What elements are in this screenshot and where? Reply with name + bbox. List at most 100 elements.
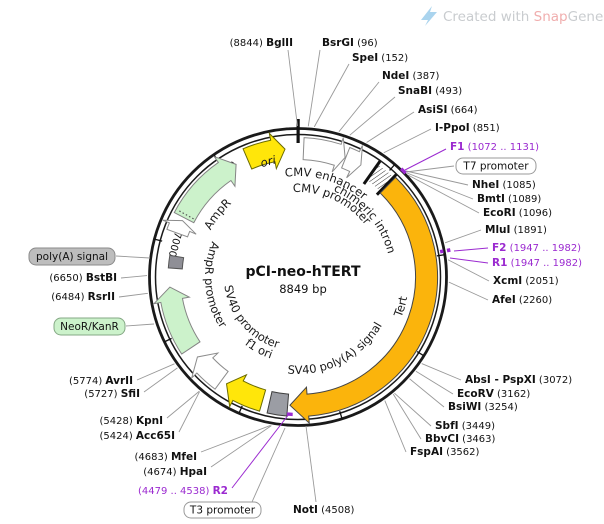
site-label-sbfi[interactable]: SbfI (3449) (435, 420, 495, 432)
leader-line-i-ppoi (383, 128, 432, 154)
snapgene-logo-icon (421, 6, 437, 26)
leader-line-primer-f2 (453, 247, 489, 252)
boxed-label-text-poly-a-signal: poly(A) signal (36, 251, 108, 263)
boxed-label-text-t3-promoter: T3 promoter (189, 505, 256, 517)
primer-mark-f2[interactable] (446, 248, 451, 253)
leader-line-bstbi (120, 275, 148, 279)
feature-cmv-enhancer[interactable] (302, 137, 346, 173)
leader-line-spei (313, 63, 350, 128)
leader-line-mlui (444, 229, 482, 244)
feature-label-ampr-promoter[interactable]: AmpR promoter (202, 240, 230, 330)
primer-mark-r1[interactable] (439, 249, 444, 254)
site-label-asisi[interactable]: AsiSI (664) (418, 104, 478, 116)
primer-label-r2[interactable]: (4479 .. 4538) R2 (138, 485, 228, 497)
leader-line-bglii (287, 49, 298, 127)
site-label-bsrgi[interactable]: BsrGI (96) (322, 37, 378, 49)
site-label-kpni[interactable]: (5428) KpnI (100, 415, 163, 427)
site-label-fspai[interactable]: FspAI (3562) (410, 446, 480, 458)
leader-line-kpni (166, 390, 200, 419)
scale-tick (238, 405, 243, 414)
plasmid-title-block: pCI-neo-hTERT 8849 bp (246, 264, 361, 296)
leader-line-asisi (366, 111, 415, 143)
site-label-mfei[interactable]: (4683) MfeI (135, 451, 197, 463)
leader-line-mfei (200, 425, 271, 453)
site-label-sfii[interactable]: (5727) SfiI (84, 388, 140, 400)
scale-tick (154, 238, 163, 242)
site-label-bglii[interactable]: (8844) BglII (230, 37, 293, 49)
leader-line-ecorv (415, 370, 454, 395)
leader-line-absi-pspxi (421, 363, 462, 381)
scale-tick (164, 337, 172, 343)
site-label-ecorv[interactable]: EcoRV (3162) (457, 388, 530, 400)
site-label-ecori[interactable]: EcoRI (1096) (483, 207, 552, 219)
feature-label-tert[interactable]: Tert (391, 294, 411, 319)
leader-line-nhei (405, 170, 469, 186)
feature-label-sv40-poly-a-signal[interactable]: SV40 poly(A) signal (287, 320, 385, 377)
watermark-text: Created with SnapGene® (443, 9, 604, 25)
site-label-bbvci[interactable]: BbvCI (3463) (425, 433, 496, 445)
feature-chimeric-intron[interactable] (367, 165, 393, 191)
primer-mark-f1[interactable] (399, 167, 407, 175)
boxed-label-poly-a-signal[interactable] (28, 247, 116, 266)
site-label-afei[interactable]: AfeI (2260) (492, 294, 552, 306)
leader-line-t7-promoter (405, 165, 455, 173)
site-label-bmti[interactable]: BmtI (1089) (477, 193, 541, 205)
plasmid-size: 8849 bp (279, 282, 327, 296)
watermark: Created with SnapGene® (421, 6, 604, 26)
site-label-i-ppoi[interactable]: I-PpoI (851) (435, 122, 500, 134)
site-label-ndei[interactable]: NdeI (387) (382, 70, 440, 82)
site-label-snabi[interactable]: SnaBI (493) (398, 85, 462, 97)
site-label-hpai[interactable]: (4674) HpaI (143, 466, 207, 478)
leader-line-poly-a-signal (115, 255, 151, 259)
feature-cmv-promoter[interactable] (340, 145, 363, 179)
leader-line-neor-kanr (125, 323, 155, 327)
boxed-label-t7-promoter[interactable] (455, 157, 537, 175)
feature-label-ori[interactable]: ori (259, 153, 278, 171)
leader-line-avrii (136, 363, 175, 381)
scale-tick (436, 254, 445, 257)
feature-f1-ori[interactable] (225, 373, 267, 412)
scale-tick (416, 351, 425, 357)
feature-ampr-promoter[interactable] (162, 219, 197, 238)
leader-line-ndei (338, 81, 380, 132)
scale-tick (339, 410, 343, 419)
site-label-nhei[interactable]: NheI (1085) (472, 179, 536, 191)
leader-line-bsrgi (307, 49, 321, 127)
leader-line-primer-r1 (449, 257, 489, 264)
feature-sv40-promoter[interactable] (190, 352, 229, 390)
feature-chimeric-intron-bar (362, 160, 382, 185)
leader-line-t3-promoter (251, 427, 286, 503)
site-label-rsrii[interactable]: (6484) RsrII (51, 291, 115, 303)
boxed-label-t3-promoter[interactable] (183, 501, 262, 519)
boxed-label-text-t7-promoter: T7 promoter (462, 161, 529, 173)
site-label-absi-pspxi[interactable]: AbsI - PspXI (3072) (465, 374, 572, 386)
plasmid-title: pCI-neo-hTERT (246, 264, 361, 280)
feature-chimeric-intron-bar (375, 173, 398, 196)
site-label-avrii[interactable]: (5774) AvrII (69, 375, 133, 387)
primer-label-f2[interactable]: F2 (1947 .. 1982) (492, 242, 581, 254)
site-label-noti[interactable]: NotI (4508) (293, 504, 354, 516)
boxed-label-text-neor-kanr: NeoR/KanR (60, 321, 119, 333)
leader-line-rsrii (118, 292, 148, 298)
feature-poly-a-signal[interactable] (167, 254, 185, 270)
site-label-bsiwi[interactable]: BsiWI (3254) (448, 401, 518, 413)
site-label-xcmi[interactable]: XcmI (2051) (493, 275, 559, 287)
leader-line-xcmi (447, 259, 490, 282)
site-label-mlui[interactable]: MluI (1891) (485, 224, 547, 236)
boxed-label-neor-kanr[interactable] (53, 317, 126, 336)
feature-ori[interactable] (242, 131, 286, 171)
feature-sv40-poly-a-signal[interactable] (266, 390, 290, 417)
feature-tert[interactable] (289, 176, 438, 425)
leader-line-ecori (407, 174, 480, 214)
feature-ampr[interactable] (173, 155, 237, 224)
primer-label-f1[interactable]: F1 (1072 .. 1131) (450, 141, 539, 153)
primer-label-r1[interactable]: R1 (1947 .. 1982) (492, 257, 582, 269)
site-label-acc65i[interactable]: (5424) Acc65I (99, 430, 175, 442)
site-label-bstbi[interactable]: (6650) BstBI (49, 272, 117, 284)
leader-line-noti (305, 425, 317, 503)
site-label-spei[interactable]: SpeI (152) (352, 52, 408, 64)
leader-line-snabi (349, 96, 396, 136)
feature-neor-kanr[interactable] (152, 286, 201, 355)
